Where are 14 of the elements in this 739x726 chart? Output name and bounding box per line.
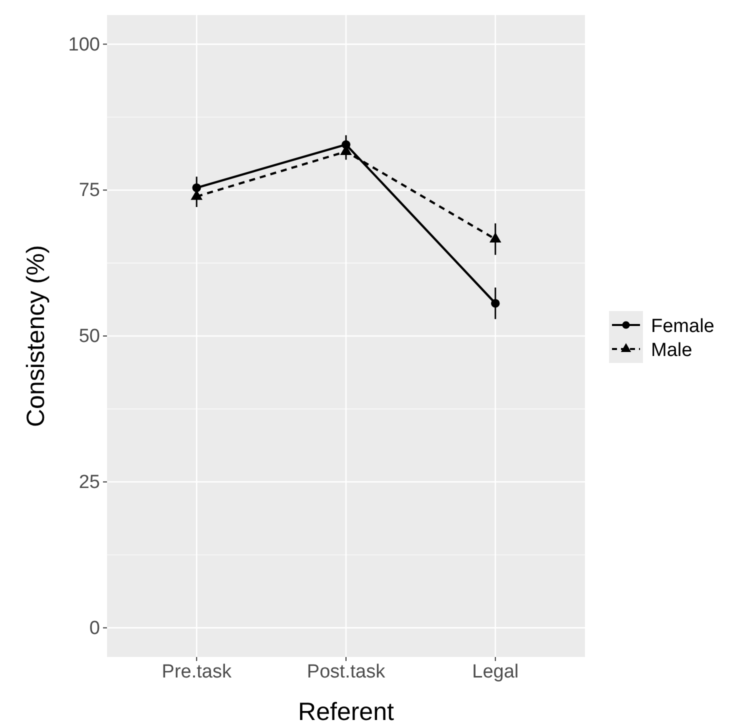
legend-label: Male xyxy=(651,340,692,361)
x-tick-label: Pre.task xyxy=(162,661,232,682)
x-tick-label: Legal xyxy=(472,661,519,682)
y-tick-label: 75 xyxy=(78,180,100,202)
point xyxy=(489,232,502,243)
y-tick-label: 50 xyxy=(78,326,100,348)
y-axis-title: Consistency (%) xyxy=(22,245,50,427)
y-tick-label: 0 xyxy=(89,618,100,639)
x-tick-label: Post.task xyxy=(306,661,386,682)
y-tick-label: 100 xyxy=(68,34,100,56)
x-axis-title: Referent xyxy=(298,698,394,726)
point xyxy=(491,298,500,308)
legend-label: Female xyxy=(651,316,714,337)
y-tick-label: 25 xyxy=(78,472,100,493)
